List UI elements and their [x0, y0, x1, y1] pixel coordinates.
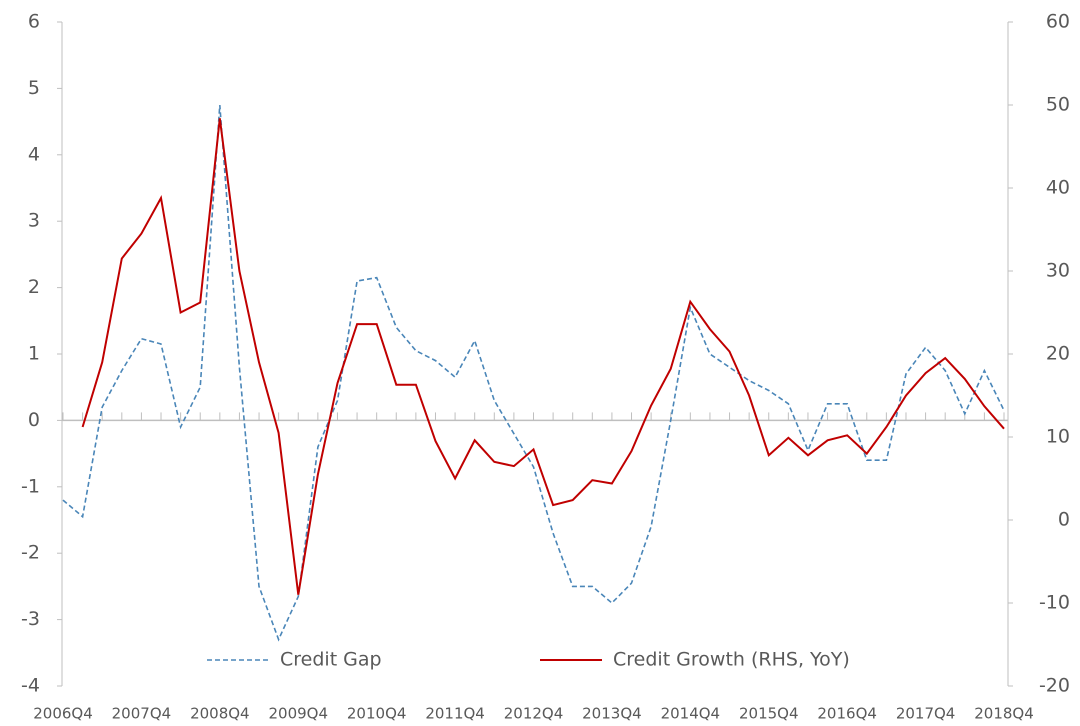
x-tick-label: 2016Q4: [817, 705, 877, 723]
y2-tick-label: 60: [1046, 11, 1070, 33]
y-tick-label: 5: [28, 77, 40, 99]
x-tick-label: 2013Q4: [582, 705, 642, 723]
x-tick-label: 2012Q4: [504, 705, 564, 723]
x-tick-label: 2008Q4: [190, 705, 250, 723]
y2-tick-label: 40: [1046, 177, 1070, 199]
x-tick-label: 2007Q4: [112, 705, 172, 723]
x-tick-label: 2014Q4: [661, 705, 721, 723]
y-tick-label: -3: [21, 608, 40, 630]
legend-label: Credit Gap: [280, 649, 382, 671]
y-tick-label: -1: [21, 475, 40, 497]
legend-label: Credit Growth (RHS, YoY): [613, 649, 850, 671]
y-tick-label: 6: [28, 11, 40, 33]
y2-tick-label: 20: [1046, 343, 1070, 365]
y-tick-label: 1: [28, 343, 40, 365]
y2-tick-label: 50: [1046, 94, 1070, 116]
y2-tick-label: 0: [1058, 509, 1070, 531]
y-tick-label: 3: [28, 210, 40, 232]
series-line: [62, 104, 1005, 642]
x-tick-label: 2015Q4: [739, 705, 799, 723]
series-line: [81, 118, 1005, 595]
y2-tick-label: -10: [1039, 592, 1070, 614]
y2-tick-label: 30: [1046, 260, 1070, 282]
x-tick-label: 2009Q4: [268, 705, 328, 723]
x-tick-label: 2010Q4: [347, 705, 407, 723]
y-tick-label: 2: [28, 276, 40, 298]
x-tick-label: 2006Q4: [33, 705, 93, 723]
y-tick-label: -4: [21, 675, 40, 697]
y2-tick-label: -20: [1039, 675, 1070, 697]
y2-tick-label: 10: [1046, 426, 1070, 448]
y-tick-label: -2: [21, 542, 40, 564]
x-tick-label: 2011Q4: [425, 705, 485, 723]
y-tick-label: 4: [28, 143, 40, 165]
x-tick-label: 2018Q4: [974, 705, 1034, 723]
y-tick-label: 0: [28, 409, 40, 431]
x-tick-label: 2017Q4: [896, 705, 956, 723]
